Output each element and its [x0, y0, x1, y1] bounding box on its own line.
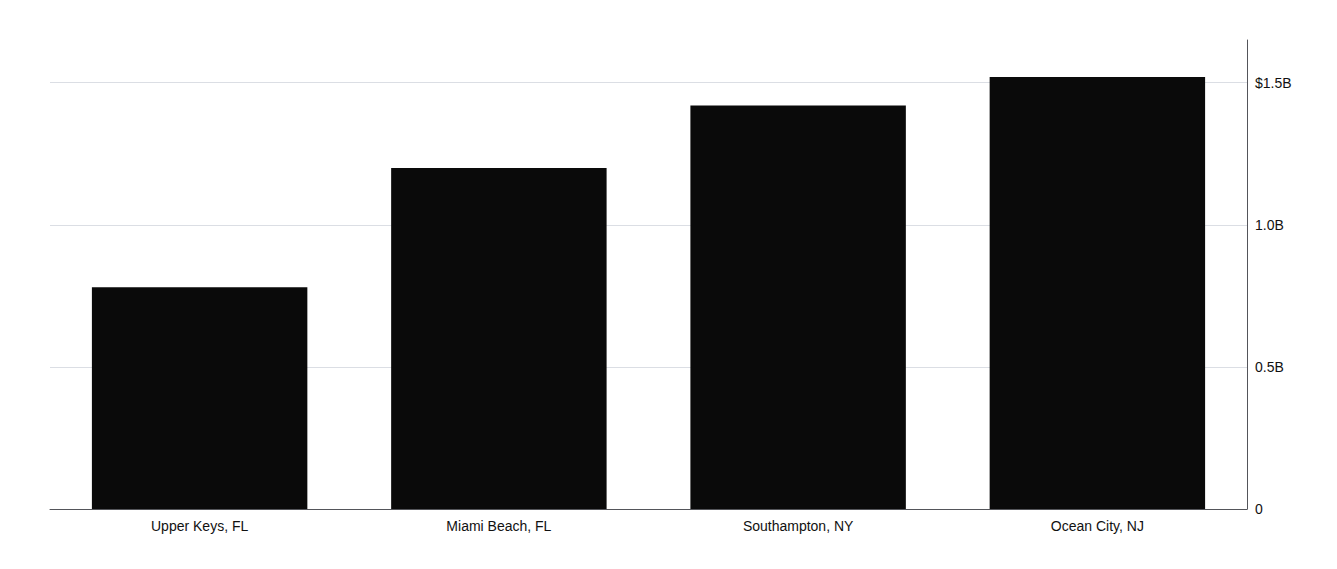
svg-text:0: 0: [1255, 501, 1263, 517]
svg-text:Ocean City, NJ: Ocean City, NJ: [1051, 518, 1144, 534]
svg-text:Southampton, NY: Southampton, NY: [743, 518, 854, 534]
svg-text:$1.5B: $1.5B: [1255, 75, 1292, 91]
svg-text:1.0B: 1.0B: [1255, 217, 1284, 233]
svg-text:0.5B: 0.5B: [1255, 359, 1284, 375]
svg-text:Miami Beach, FL: Miami Beach, FL: [446, 518, 551, 534]
svg-text:Upper Keys, FL: Upper Keys, FL: [151, 518, 248, 534]
